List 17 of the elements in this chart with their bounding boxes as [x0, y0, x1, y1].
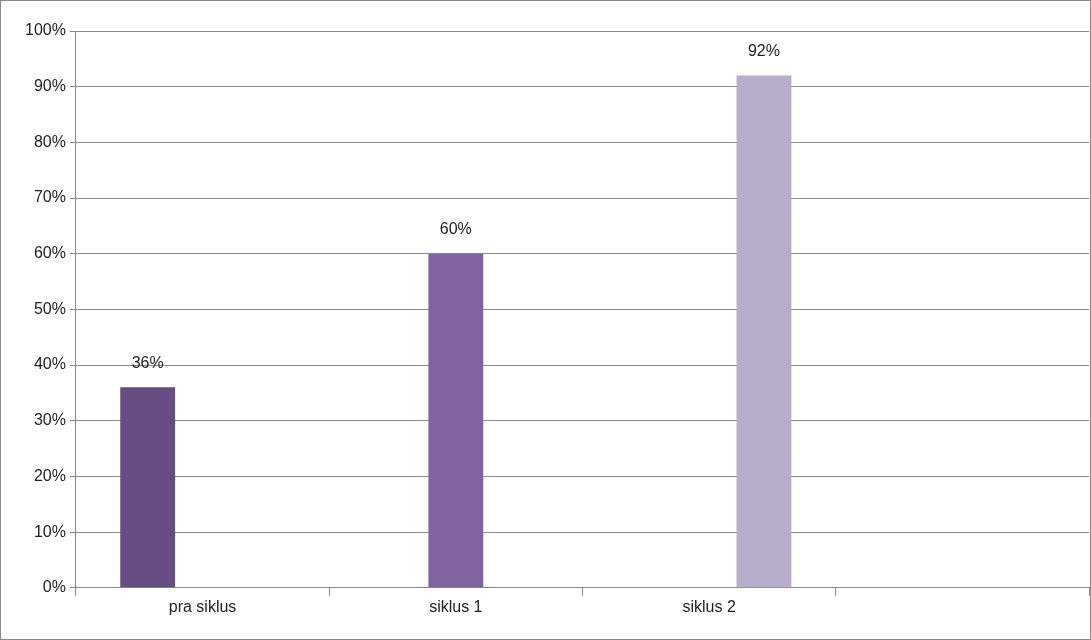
y-tick-label: 70% [33, 188, 66, 206]
data-label: 36% [131, 353, 164, 371]
y-tick-label: 90% [33, 77, 66, 95]
y-tick-label: 40% [33, 355, 66, 373]
x-tick-label: siklus 1 [429, 597, 483, 615]
data-label: 92% [747, 41, 780, 59]
y-tick-label: 0% [42, 578, 66, 596]
y-tick-label: 80% [33, 132, 66, 150]
data-label: 60% [439, 220, 472, 238]
x-tick-label: siklus 2 [682, 597, 736, 615]
y-tick-label: 60% [33, 244, 66, 262]
y-tick-label: 50% [33, 299, 66, 317]
y-tick-label: 30% [33, 411, 66, 429]
y-tick-label: 10% [33, 522, 66, 540]
y-tick-label: 20% [33, 466, 66, 484]
x-tick-label: pra siklus [168, 597, 237, 615]
y-tick-label: 100% [25, 21, 66, 39]
